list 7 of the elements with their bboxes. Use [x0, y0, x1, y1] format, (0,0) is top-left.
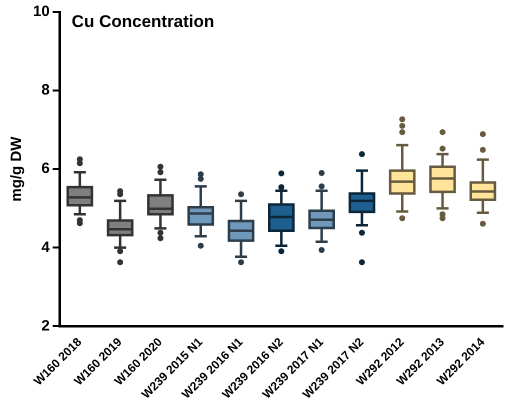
- y-tick-label: 2: [41, 317, 50, 334]
- y-tick-label: 10: [32, 3, 50, 20]
- y-tick-label: 4: [41, 238, 50, 256]
- chart-title: Cu Concentration: [72, 12, 214, 32]
- y-tick-label: 6: [41, 160, 50, 178]
- y-axis-title: mg/g DW: [8, 136, 26, 202]
- y-tick-label: 8: [41, 82, 50, 99]
